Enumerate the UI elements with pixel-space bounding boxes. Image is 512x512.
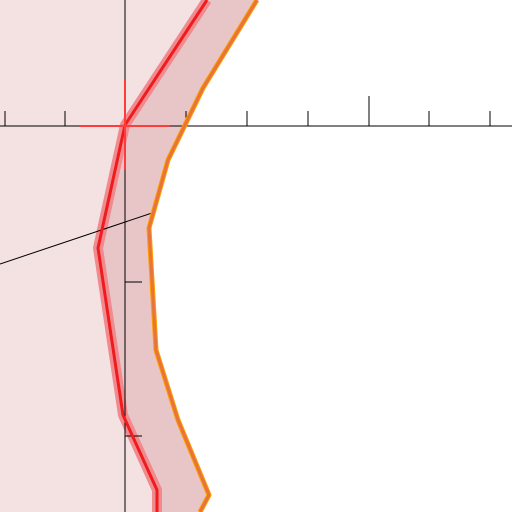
horizontal-axis-ticks <box>4 96 491 126</box>
shaded-region <box>0 0 207 512</box>
outer-boundary <box>147 0 259 512</box>
crosshair-marker <box>80 80 170 170</box>
inner-boundary <box>96 0 209 512</box>
tolerance-band <box>98 0 257 512</box>
reference-line <box>0 212 153 265</box>
